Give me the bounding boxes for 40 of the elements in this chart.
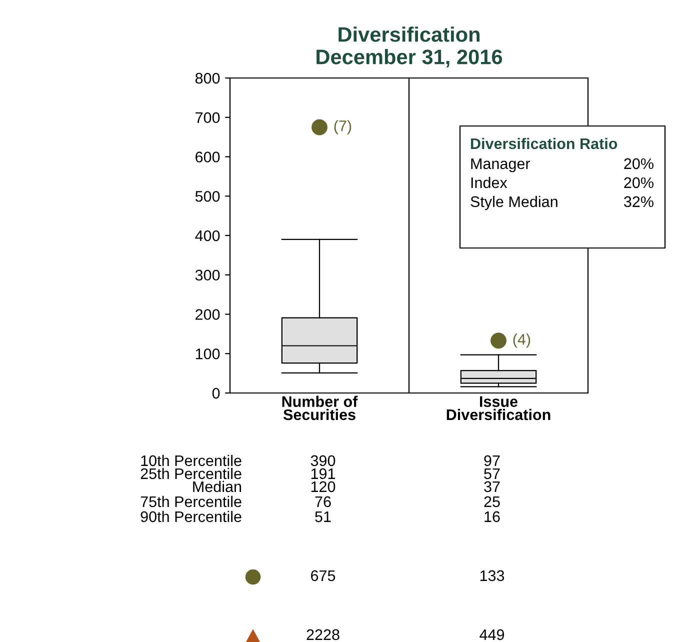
text: 57 [484,468,500,480]
y-tick-label: 800 [195,72,220,84]
annotation: Style Median [470,196,558,210]
text: 191 [311,468,335,480]
annotation: Diversification Ratio [471,138,618,150]
text: 25th Percentile [140,468,242,480]
y-tick-label: 500 [195,190,220,202]
text: 25 [484,496,500,508]
text: 675 [311,570,336,582]
y-tick-label: 0 [212,388,220,399]
annotation: (4) [513,334,530,348]
text: 20% [624,158,654,170]
y-tick-label: 100 [196,348,220,360]
y-tick-label: 600 [196,152,220,162]
x-tick-label: Issue Diversification [446,396,550,420]
text: 449 [480,629,504,640]
text: 2228 [306,629,340,640]
annotation: Index [471,176,508,188]
text: 90th Percentile [140,510,242,522]
annotation: Manager [471,158,530,172]
text: 120 [311,481,336,492]
text: 10th Percentile [141,454,242,466]
text: 75th Percentile [140,496,242,508]
y-tick-label: 300 [195,270,220,281]
y-tick-label: 700 [196,112,220,124]
chart-title: Diversification December 31, 2016 [316,26,502,68]
text: Median [193,480,242,492]
text: 37 [484,481,500,492]
text: 51 [315,511,331,522]
y-tick-label: 200 [196,309,220,320]
text: 97 [484,455,500,466]
text: 20% [624,177,654,188]
annotation: (7) [334,120,352,134]
text: 76 [315,496,331,508]
x-tick-label: Number of Securities [282,396,358,420]
text: 16 [484,511,500,522]
text: 133 [480,570,504,582]
y-tick-label: 400 [195,230,220,242]
text: 32% [624,196,654,208]
text: 390 [310,455,336,466]
